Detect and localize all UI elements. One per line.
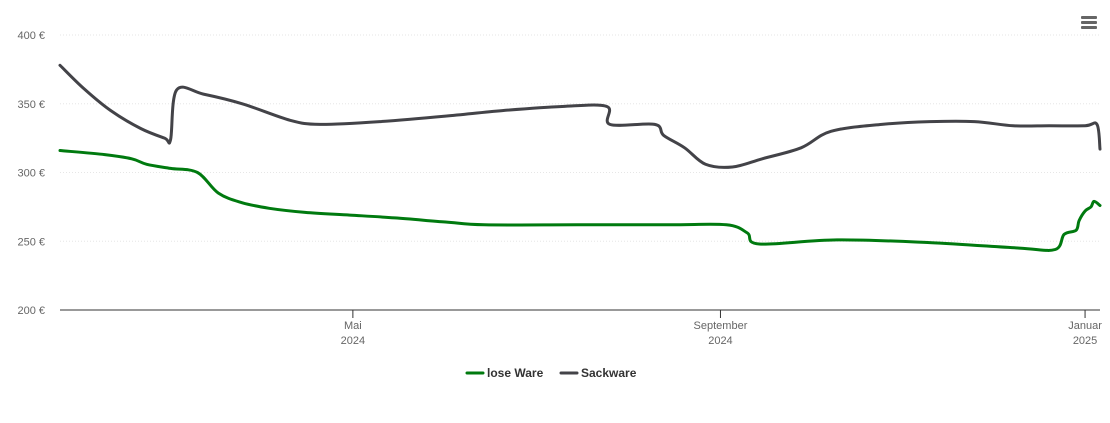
grid-lines <box>60 34 1100 242</box>
context-menu-icon[interactable] <box>1080 15 1098 31</box>
series-lines <box>58 63 1102 252</box>
x-tick-label: September <box>694 320 748 332</box>
legend-item-0[interactable]: lose Ware <box>465 366 544 380</box>
x-tick-year-label: 2024 <box>341 335 365 347</box>
legend[interactable]: lose Ware Sackware <box>465 366 637 380</box>
legend-label: lose Ware <box>487 366 544 380</box>
x-axis: Mai 2024 September 2024 Januar 2025 <box>341 310 1102 347</box>
y-tick-label: 400 € <box>17 30 45 42</box>
x-tick-year-label: 2025 <box>1073 335 1097 347</box>
y-tick-label: 200 € <box>17 305 45 317</box>
legend-label: Sackware <box>581 366 637 380</box>
x-tick-label: Mai <box>344 320 362 332</box>
y-axis: 200 € 250 € 300 € 350 € 400 € <box>17 30 45 317</box>
y-tick-label: 350 € <box>17 99 45 111</box>
x-tick-label: Januar <box>1068 320 1102 332</box>
y-tick-label: 300 € <box>17 168 45 180</box>
y-tick-label: 250 € <box>17 236 45 248</box>
x-tick-year-label: 2024 <box>708 335 732 347</box>
series-line-1[interactable] <box>58 63 1102 169</box>
series-line-0[interactable] <box>58 149 1102 252</box>
legend-item-1[interactable]: Sackware <box>559 366 637 380</box>
